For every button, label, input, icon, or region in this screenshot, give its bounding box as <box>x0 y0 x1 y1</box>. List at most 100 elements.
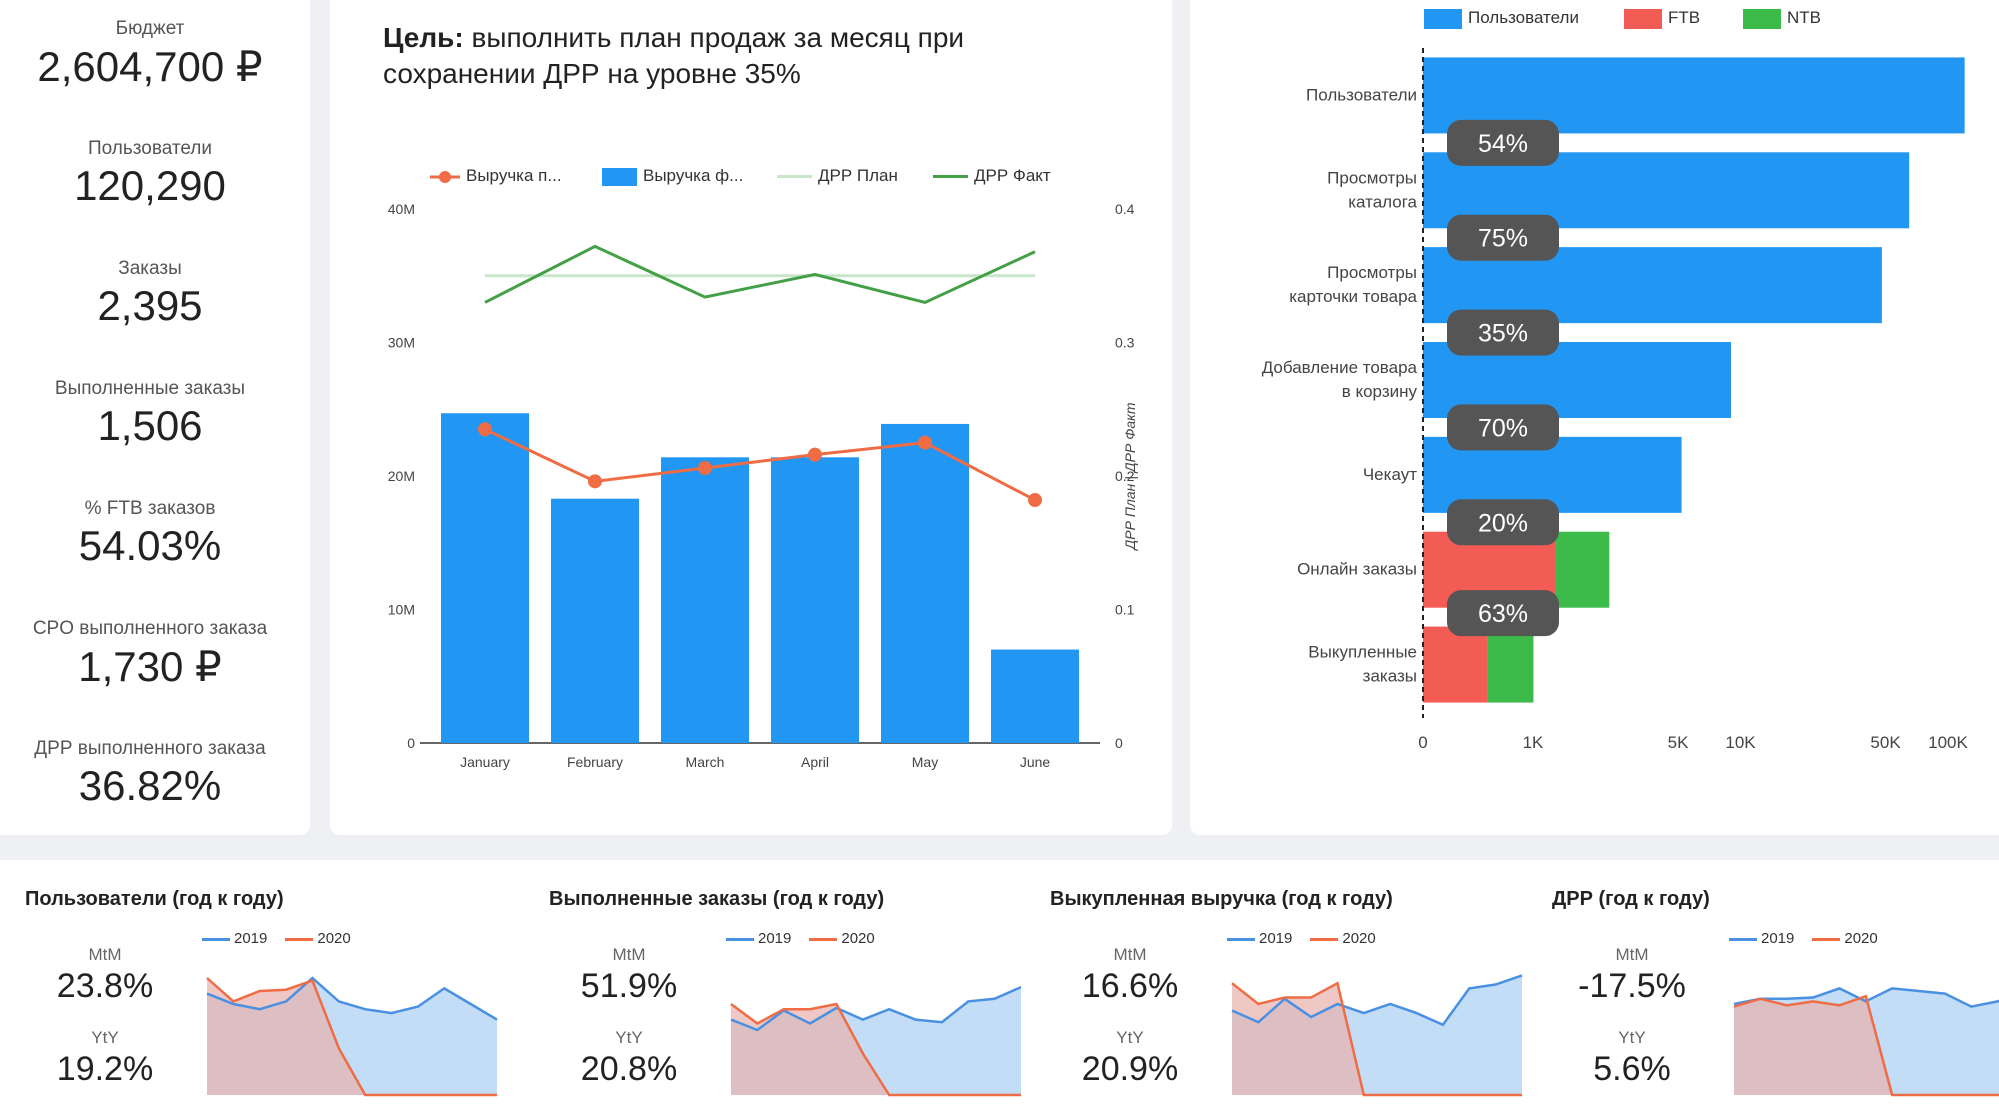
legend-2019-swatch <box>726 937 754 941</box>
kpi-panel: Бюджет 2,604,700 ₽ Пользователи 120,290 … <box>0 0 310 835</box>
line-2019 <box>1231 974 1523 1027</box>
funnel-bar-ftb <box>1423 626 1488 703</box>
kpi-label: Заказы <box>118 258 182 279</box>
legend-2020-swatch <box>1812 937 1841 941</box>
x-tick-label: May <box>912 754 938 770</box>
funnel-x-tick-label: 1K <box>1523 733 1544 752</box>
legend-label: Пользователи <box>1468 8 1579 27</box>
revenue-plan-point <box>698 460 712 475</box>
funnel-category-label: Добавление товара <box>1262 358 1418 377</box>
kpi-value: 36.82% <box>78 762 222 809</box>
x-tick-label: April <box>801 754 829 770</box>
yoy-area-chart <box>730 985 1022 1097</box>
kpi-value: 1,506 <box>97 402 203 449</box>
legend-label: Выручка п... <box>466 166 562 185</box>
kpi-label: CPO выполненного заказа <box>32 618 268 639</box>
chart-title-text: выполнить план продаж за месяц при сохра… <box>383 22 965 89</box>
legend-item-revenue-plan[interactable]: Выручка п... <box>430 166 562 186</box>
revenue-drr-chart: 0 10M 20M 30M 40M 0 0.1 0.2 0.3 0.4 ДРР План | ДРР… <box>388 201 1138 770</box>
funnel-category-label: Просмотры <box>1327 263 1417 282</box>
area-2020 <box>207 978 497 1095</box>
yoy-legend: 2019 2020 <box>1729 930 1878 947</box>
yoy-area-chart <box>1733 987 1999 1097</box>
yty-label: YtY <box>91 1028 119 1047</box>
x-tick-label: February <box>567 754 623 770</box>
legend-2019-swatch <box>1227 937 1255 941</box>
kpi-value: 1,730 ₽ <box>78 643 222 690</box>
x-tick-label: June <box>1020 754 1051 770</box>
legend-item-users[interactable]: Пользователи <box>1424 8 1579 29</box>
conversion-badge <box>1447 404 1559 451</box>
revenue-fact-bar <box>771 457 859 743</box>
conversion-badge-label: 54% <box>1478 130 1528 158</box>
y-right-tick-label: 0.4 <box>1115 201 1135 217</box>
kpi-value: 2,395 <box>97 282 203 329</box>
kpi-budget: Бюджет 2,604,700 ₽ <box>0 18 310 91</box>
yoy-legend: 2019 2020 <box>1227 930 1376 947</box>
legend-item-ftb[interactable]: FTB <box>1624 8 1700 29</box>
kpi-ftb-share: % FTB заказов 54.03% <box>0 498 310 570</box>
legend-item-revenue-fact[interactable]: Выручка ф... <box>602 166 743 186</box>
legend-label: ДРР Факт <box>974 166 1051 185</box>
funnel-bar-ntb <box>1555 531 1610 608</box>
funnel-category-label: Чекаут <box>1363 465 1417 484</box>
legend-2020-swatch <box>1310 937 1339 941</box>
legend-item-drr-fact[interactable]: ДРР Факт <box>933 166 1051 186</box>
funnel-category-label: Просмотры <box>1327 168 1417 187</box>
yty-label: YtY <box>1618 1028 1646 1047</box>
revenue-fact-bar <box>881 423 969 743</box>
legend-2019-label: 2019 <box>1259 930 1293 947</box>
kpi-label: Пользователи <box>87 138 212 159</box>
kpi-label: Выполненные заказы <box>54 378 246 399</box>
line-2020 <box>1733 994 1999 1097</box>
yoy-chart-title: ДРР (год к году) <box>1552 888 1710 910</box>
conversion-badge <box>1447 499 1559 546</box>
revenue-plan-line <box>484 427 1036 502</box>
revenue-fact-bar <box>551 498 639 743</box>
yty-value: 20.9% <box>1081 1050 1179 1088</box>
funnel-x-tick-label: 100K <box>1928 733 1968 752</box>
legend-item-drr-plan[interactable]: ДРР План <box>777 166 898 186</box>
revenue-plan-point <box>478 422 492 437</box>
funnel-category-label: заказы <box>1363 667 1417 686</box>
revenue-fact-bar <box>441 413 529 743</box>
revenue-plan-point <box>918 435 932 450</box>
funnel-category-label: Онлайн заказы <box>1297 560 1417 579</box>
conversion-badge-label: 35% <box>1478 320 1528 348</box>
conversion-badge-label: 70% <box>1478 414 1528 442</box>
mtm-label: MtM <box>1113 945 1147 964</box>
funnel-chart: Пользователи Просмотры каталога Просмотры ка… <box>1262 48 1969 752</box>
x-tick-label: March <box>686 754 725 770</box>
chart-title-bold: Цель: <box>383 22 464 53</box>
mtm-value: -17.5% <box>1578 967 1686 1005</box>
mtm-value: 23.8% <box>56 967 154 1005</box>
revenue-fact-bar <box>661 457 749 743</box>
mtm-label: MtM <box>1615 945 1649 964</box>
legend-2019-label: 2019 <box>234 930 268 947</box>
conversion-badge-label: 20% <box>1478 509 1528 537</box>
y-right-axis-label: ДРР План | ДРР Факт <box>1122 402 1138 551</box>
line-2019 <box>206 976 498 1021</box>
legend-2020-label: 2020 <box>1844 930 1878 947</box>
drr-fact-line <box>484 244 1036 305</box>
revenue-fact-bar <box>991 649 1079 743</box>
legend-2020-label: 2020 <box>1342 930 1376 947</box>
bar-swatch <box>1624 8 1662 29</box>
area-2020 <box>731 1004 1021 1095</box>
kpi-completed-orders: Выполненные заказы 1,506 <box>0 378 310 450</box>
area-2020 <box>1734 996 1999 1095</box>
yoy-chart-title: Пользователи (год к году) <box>25 888 284 910</box>
revenue-plan-point <box>1028 493 1042 508</box>
funnel-panel: Пользователи FTB NTB Пользователи Просмот… <box>1190 0 1999 835</box>
line-2020 <box>206 977 497 1097</box>
y-right-tick-label: 0.3 <box>1115 335 1135 351</box>
y-right-tick-label: 0.2 <box>1115 468 1135 484</box>
kpi-users: Пользователи 120,290 <box>0 138 310 210</box>
yty-label: YtY <box>615 1028 643 1047</box>
y-right-tick-label: 0.1 <box>1115 602 1135 618</box>
y-right-tick-label: 0 <box>1115 735 1123 751</box>
line-2019 <box>730 985 1022 1032</box>
legend-item-ntb[interactable]: NTB <box>1743 8 1821 29</box>
legend-2020-label: 2020 <box>841 930 875 947</box>
kpi-drr: ДРР выполненного заказа 36.82% <box>0 738 310 810</box>
